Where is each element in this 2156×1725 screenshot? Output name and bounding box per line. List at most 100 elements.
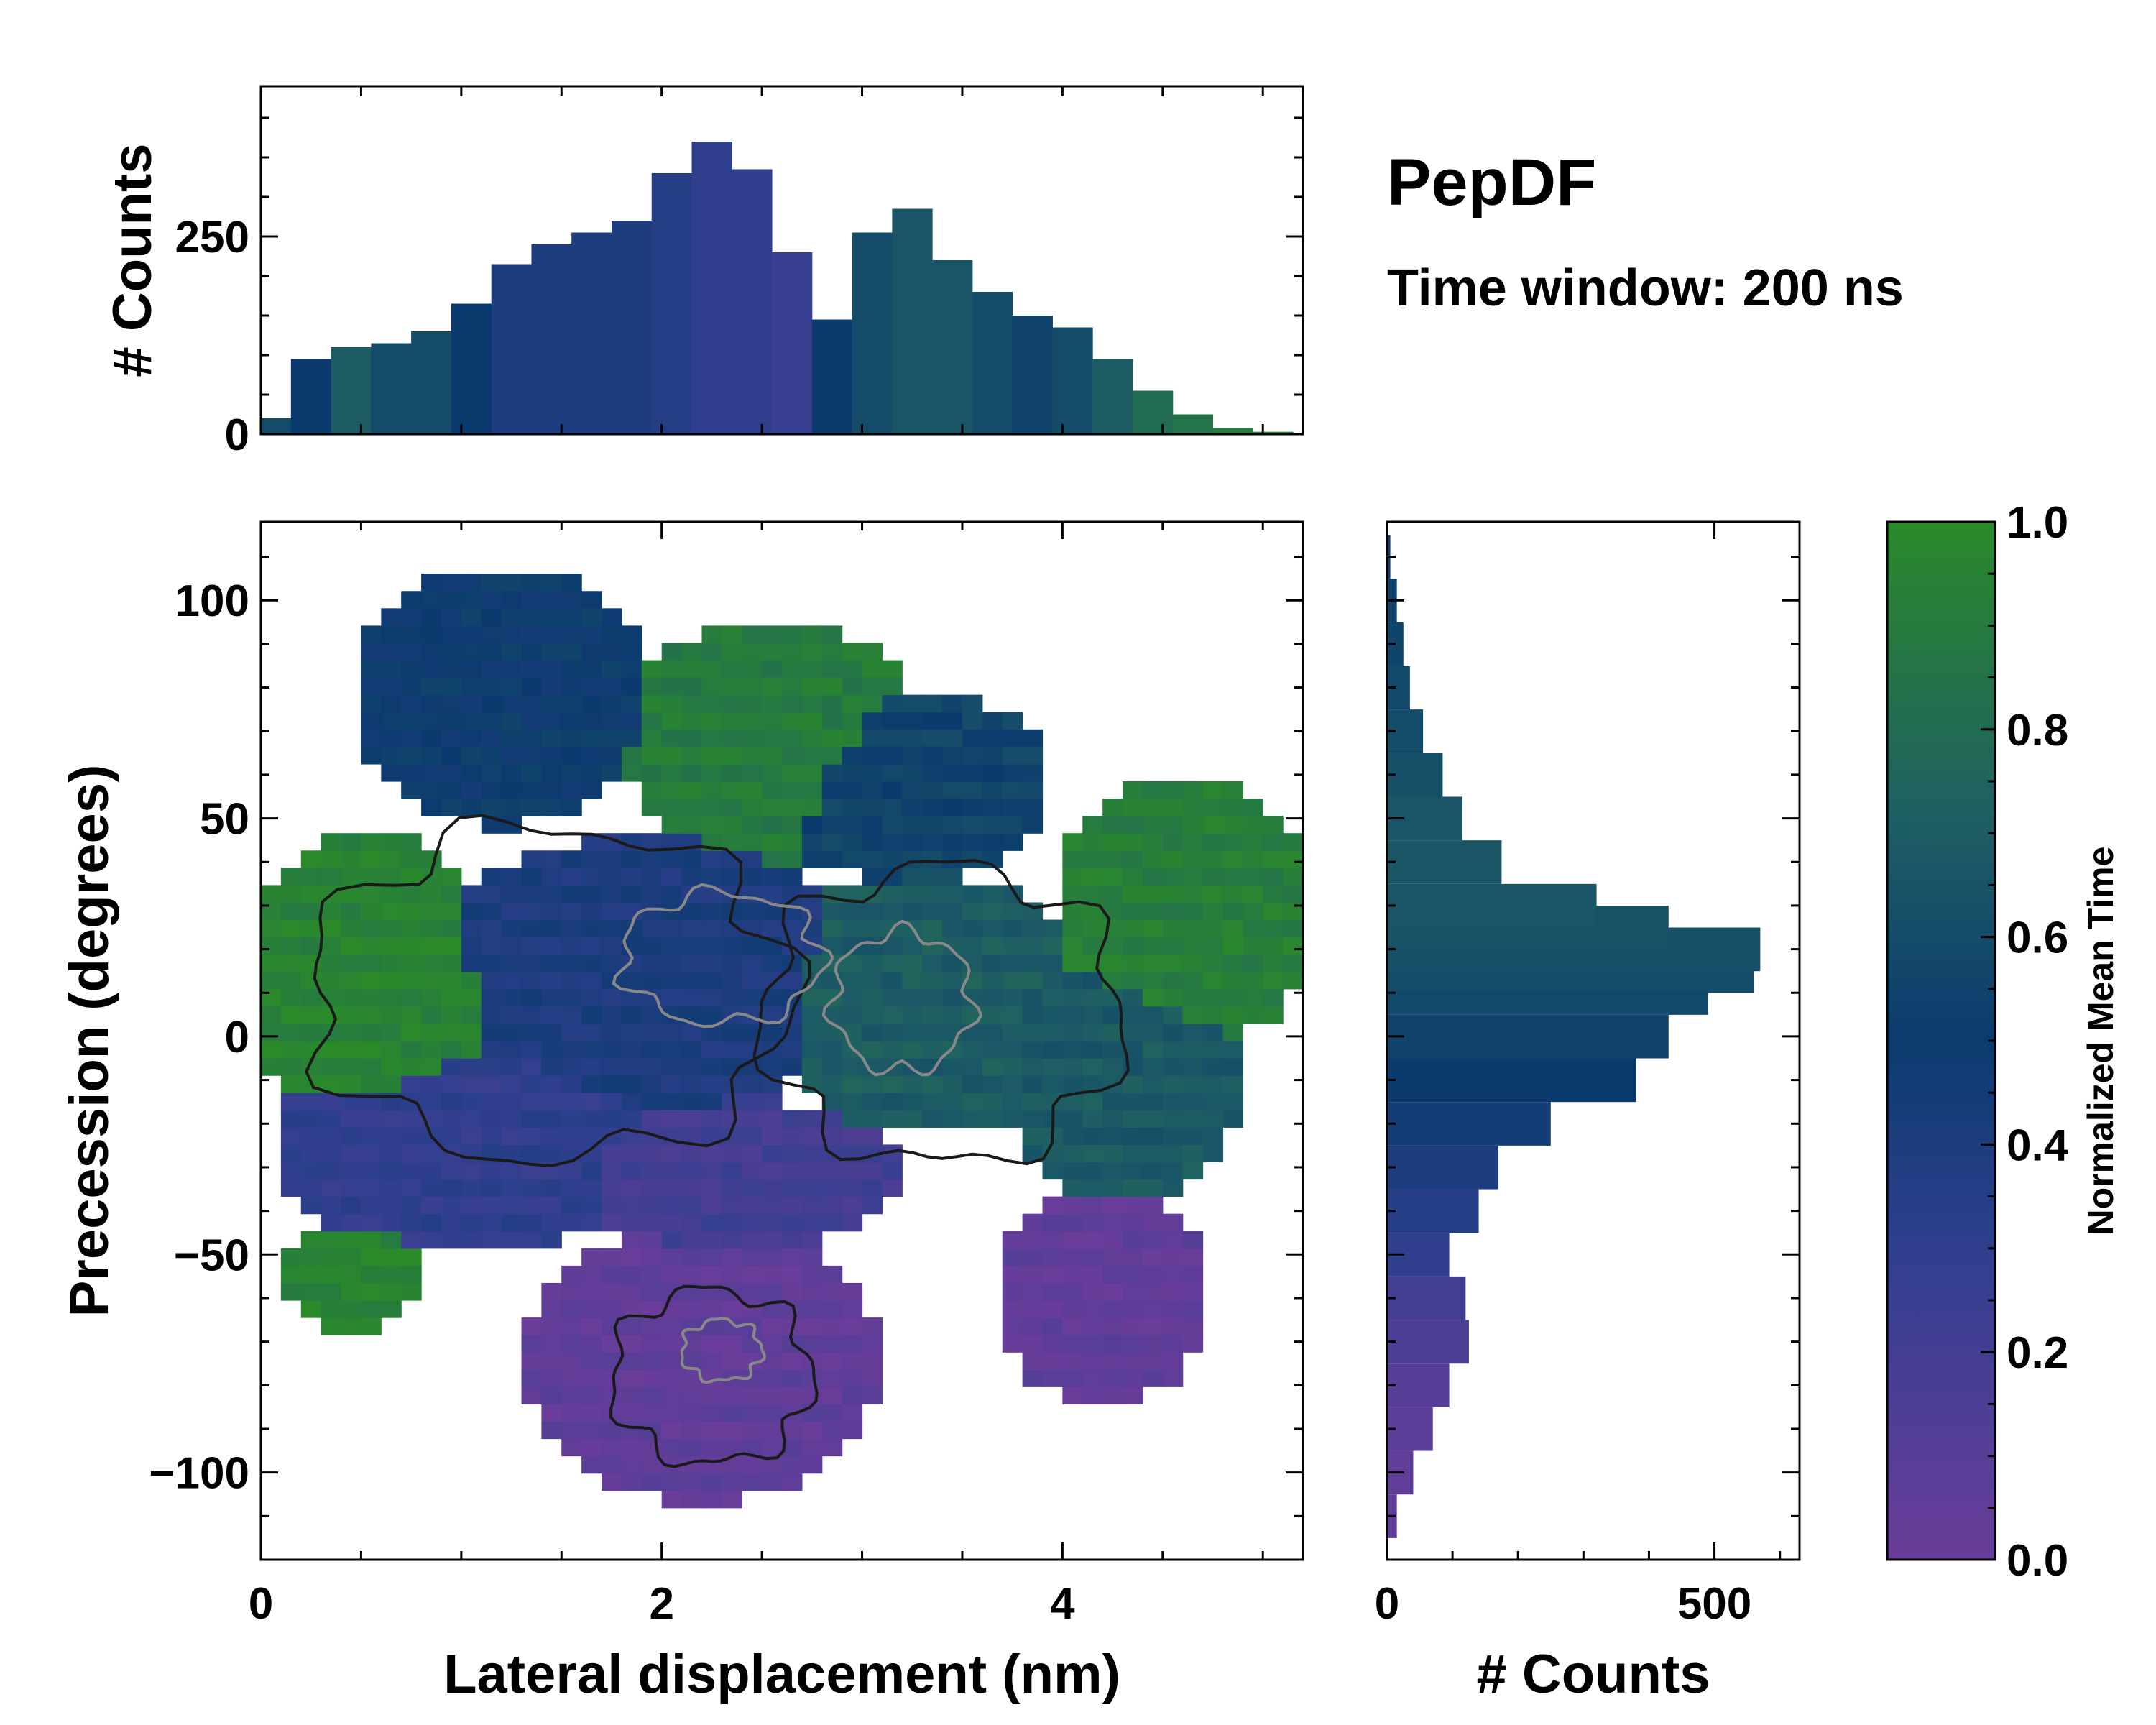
- heatmap-cell: [1182, 816, 1204, 834]
- heatmap-cell: [762, 643, 783, 661]
- heatmap-cell: [641, 799, 663, 816]
- heatmap-cell: [1042, 954, 1063, 972]
- heatmap-cell: [862, 1162, 883, 1180]
- heatmap-cell: [441, 954, 462, 972]
- heatmap-cell: [561, 850, 582, 868]
- heatmap-cell: [942, 919, 963, 938]
- heatmap-cell: [541, 591, 562, 609]
- heatmap-cell: [882, 1023, 903, 1041]
- heatmap-cell: [341, 1317, 362, 1335]
- heatmap-cell: [1002, 746, 1023, 765]
- heatmap-cell: [1102, 1335, 1123, 1353]
- heatmap-cell: [1182, 971, 1204, 990]
- heatmap-cell: [461, 799, 482, 816]
- heatmap-cell: [1123, 1006, 1143, 1024]
- heatmap-cell: [882, 988, 903, 1007]
- heatmap-cell: [1082, 1092, 1103, 1110]
- heatmap-cell: [401, 660, 422, 678]
- heatmap-cell: [681, 850, 703, 868]
- heatmap-cell: [681, 1404, 703, 1422]
- heatmap-cell: [681, 1421, 703, 1440]
- heatmap-cell: [1263, 868, 1284, 886]
- heatmap-cell: [521, 660, 542, 678]
- heatmap-cell: [602, 1144, 622, 1163]
- heatmap-cell: [481, 1196, 502, 1215]
- heatmap-cell: [862, 1127, 883, 1145]
- heatmap-cell: [742, 1317, 763, 1335]
- heatmap-cell: [962, 746, 983, 765]
- heatmap-cell: [701, 1230, 722, 1249]
- heatmap-cell: [300, 1162, 322, 1180]
- heatmap-cell: [1022, 1369, 1044, 1387]
- heatmap-cell: [1222, 954, 1243, 972]
- heatmap-cell: [621, 1213, 642, 1232]
- heatmap-cell: [381, 833, 402, 851]
- heatmap-cell: [862, 729, 883, 748]
- heatmap-cell: [862, 1075, 883, 1093]
- heatmap-cell: [321, 1196, 342, 1215]
- heatmap-cell: [441, 1213, 462, 1232]
- heatmap-cell: [441, 902, 462, 921]
- heatmap-cell: [581, 608, 602, 626]
- heatmap-cell: [441, 919, 462, 938]
- heatmap-cell: [782, 1213, 803, 1232]
- heatmap-cell: [722, 643, 742, 661]
- heatmap-cell: [982, 919, 1003, 938]
- heatmap-cell: [681, 677, 703, 696]
- heatmap-cell: [581, 1006, 602, 1024]
- heatmap-cell: [782, 850, 803, 868]
- heatmap-cell: [1062, 1317, 1083, 1335]
- heatmap-cell: [782, 1230, 803, 1249]
- heatmap-cell: [902, 954, 923, 972]
- heatmap-cell: [541, 608, 562, 626]
- heatmap-cell: [321, 1230, 342, 1249]
- heatmap-cell: [661, 885, 683, 903]
- heatmap-cell: [842, 694, 863, 713]
- heatmap-cell: [922, 1092, 943, 1110]
- heatmap-cell: [962, 902, 983, 921]
- heatmap-cell: [842, 1335, 863, 1353]
- heatmap-cell: [1022, 1058, 1044, 1076]
- heatmap-cell: [902, 781, 923, 799]
- heatmap-cell: [1162, 1110, 1184, 1128]
- heatmap-cell: [581, 1110, 602, 1128]
- heatmap-cell: [441, 643, 462, 661]
- heatmap-cell: [742, 954, 763, 972]
- heatmap-cell: [1082, 1110, 1103, 1128]
- heatmap-cell: [1082, 1300, 1103, 1318]
- heatmap-cell: [521, 919, 542, 938]
- heatmap-cell: [661, 1213, 683, 1232]
- colorbar-tick-label: 0.0: [2007, 1536, 2068, 1586]
- heatmap-cell: [922, 712, 943, 730]
- heatmap-cell: [742, 643, 763, 661]
- heatmap-cell: [661, 746, 683, 765]
- heatmap-cell: [1042, 937, 1063, 955]
- heatmap-cell: [280, 1023, 302, 1041]
- heatmap-cell: [1062, 885, 1083, 903]
- heatmap-cell: [821, 988, 843, 1007]
- heatmap-cell: [1062, 1230, 1083, 1249]
- heatmap-cell: [661, 1335, 683, 1353]
- x-tick-label: 4: [1050, 1579, 1075, 1629]
- heatmap-cell: [701, 1473, 722, 1491]
- heatmap-cell: [762, 660, 783, 678]
- heatmap-cell: [1162, 816, 1184, 834]
- heatmap-cell: [421, 954, 442, 972]
- heatmap-cell: [521, 781, 542, 799]
- heatmap-cell: [521, 850, 542, 868]
- heatmap-cell: [341, 1023, 362, 1041]
- heatmap-cell: [581, 971, 602, 990]
- heatmap-cell: [441, 1058, 462, 1076]
- heatmap-cell: [501, 1196, 522, 1215]
- heatmap-cell: [942, 1058, 963, 1076]
- heatmap-cell: [581, 1162, 602, 1180]
- y-tick-label: −50: [174, 1230, 249, 1280]
- heatmap-cell: [762, 1404, 783, 1422]
- heatmap-cell: [1162, 1335, 1184, 1353]
- heatmap-cell: [661, 1317, 683, 1335]
- heatmap-cell: [1022, 1110, 1044, 1128]
- heatmap-cell: [581, 937, 602, 955]
- heatmap-cell: [481, 799, 502, 816]
- heatmap-cell: [441, 1179, 462, 1197]
- heatmap-cell: [561, 868, 582, 886]
